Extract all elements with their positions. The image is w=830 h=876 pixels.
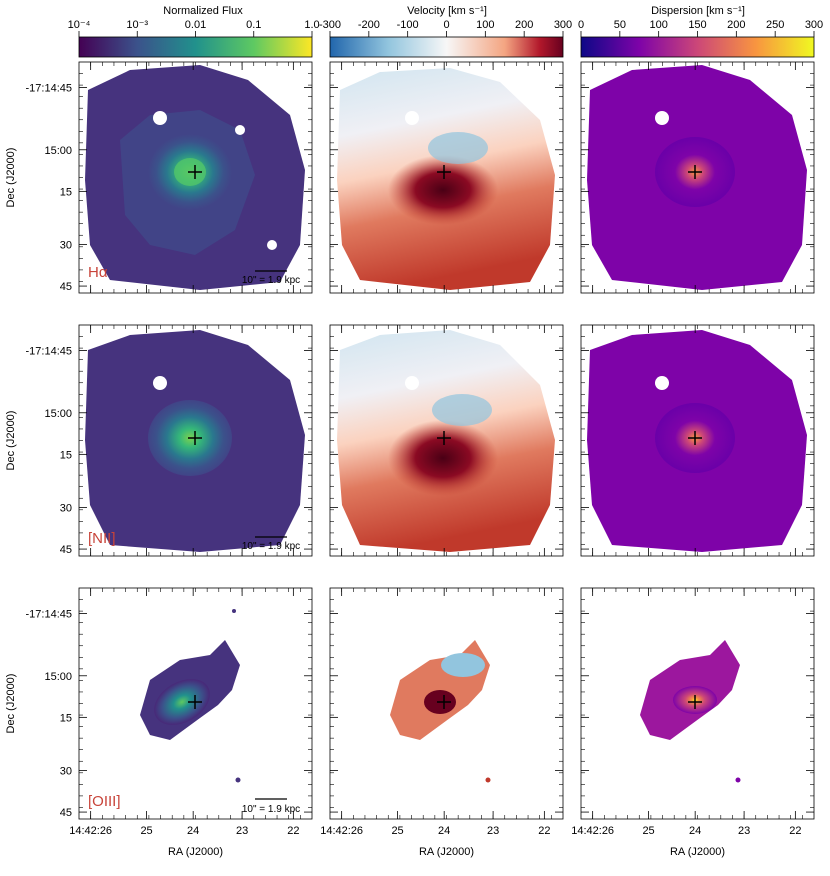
dec-tick-label: -17:14:45 — [26, 82, 72, 94]
colorbar-tick-label: 50 — [614, 19, 626, 31]
ra-axis-label: RA (J2000) — [419, 846, 474, 858]
ra-tick-label: 25 — [391, 825, 403, 837]
colorbar-tick-label: -100 — [397, 19, 419, 31]
panel-oiii-flux: [OIII] 10" = 1.9 kpc — [78, 587, 313, 820]
ra-tick-label: 25 — [642, 825, 654, 837]
colorbar-tick-label: 300 — [554, 19, 572, 31]
scalebar-oiii: 10" = 1.9 kpc — [242, 804, 300, 815]
dec-axis-label: Dec (J2000) — [5, 674, 17, 734]
panel-halpha-velocity — [329, 61, 564, 294]
colorbar-tick-label: 200 — [515, 19, 533, 31]
ra-tick-label: 14:42:26 — [571, 825, 614, 837]
panel-oiii-velocity — [329, 587, 564, 820]
ra-axis-label: RA (J2000) — [670, 846, 725, 858]
colorbar-flux: Normalized Flux 10⁻⁴ 10⁻³ 0.01 0.1 1.0 — [68, 5, 320, 58]
dec-tick-label: -17:14:45 — [26, 608, 72, 620]
ra-tick-label: 22 — [538, 825, 550, 837]
colorbar-flux-title: Normalized Flux — [163, 5, 243, 17]
line-label-nii: [NII] — [88, 530, 116, 547]
scalebar-nii: 10" = 1.9 kpc — [242, 541, 300, 552]
panel-nii-flux: [NII] 10" = 1.9 kpc — [78, 324, 313, 557]
colorbar-tick-label: 10⁻³ — [126, 19, 148, 31]
ra-tick-label: 14:42:26 — [69, 825, 112, 837]
colorbar-tick-label: 300 — [805, 19, 823, 31]
line-label-halpha: Hα — [88, 264, 108, 281]
panel-halpha-flux: Hα 10" = 1.9 kpc — [78, 61, 313, 294]
colorbar-tick-label: -200 — [358, 19, 380, 31]
colorbar-velocity: Velocity [km s⁻¹] -300 -200 -100 0 100 200 300 — [319, 5, 572, 58]
ra-tick-label: 14:42:26 — [320, 825, 363, 837]
dec-tick-label: 30 — [60, 765, 72, 777]
colorbar-tick-label: 1.0 — [304, 19, 319, 31]
colorbar-tick-label: 100 — [649, 19, 667, 31]
dec-tick-label: -17:14:45 — [26, 345, 72, 357]
colorbar-velocity-title: Velocity [km s⁻¹] — [407, 5, 487, 17]
dec-tick-label: 45 — [60, 807, 72, 819]
colorbar-tick-label: 200 — [727, 19, 745, 31]
scalebar-halpha: 10" = 1.9 kpc — [242, 275, 300, 286]
ra-axis-label: RA (J2000) — [168, 846, 223, 858]
ra-tick-label: 23 — [236, 825, 248, 837]
panel-nii-velocity — [329, 324, 564, 557]
panel-oiii-dispersion — [580, 587, 815, 820]
line-label-oiii: [OIII] — [88, 793, 121, 810]
ra-tick-label: 22 — [789, 825, 801, 837]
colorbar-dispersion-title: Dispersion [km s⁻¹] — [651, 5, 745, 17]
colorbar-tick-label: 0.1 — [246, 19, 261, 31]
dec-tick-label: 30 — [60, 502, 72, 514]
dec-tick-label: 15:00 — [44, 671, 72, 683]
dec-tick-label: 45 — [60, 281, 72, 293]
dec-tick-label: 15 — [60, 186, 72, 198]
dec-axis-label: Dec (J2000) — [5, 148, 17, 208]
dec-tick-label: 15 — [60, 712, 72, 724]
ra-tick-label: 22 — [287, 825, 299, 837]
dec-tick-label: 15:00 — [44, 408, 72, 420]
dec-tick-label: 45 — [60, 544, 72, 556]
colorbar-tick-label: 0 — [578, 19, 584, 31]
colorbar-tick-label: 0.01 — [185, 19, 206, 31]
ra-tick-label: 23 — [487, 825, 499, 837]
colorbar-tick-label: 250 — [766, 19, 784, 31]
dec-tick-label: 15:00 — [44, 145, 72, 157]
ra-tick-label: 25 — [140, 825, 152, 837]
ra-tick-label: 24 — [689, 825, 701, 837]
colorbar-tick-label: 100 — [476, 19, 494, 31]
dec-tick-label: 30 — [60, 239, 72, 251]
ra-tick-label: 24 — [438, 825, 450, 837]
colorbar-tick-label: 0 — [443, 19, 449, 31]
dec-tick-label: 15 — [60, 449, 72, 461]
panel-nii-dispersion — [580, 324, 815, 557]
ra-tick-label: 24 — [187, 825, 199, 837]
colorbar-tick-label: -300 — [319, 19, 341, 31]
ra-tick-label: 23 — [738, 825, 750, 837]
colorbar-tick-label: 150 — [688, 19, 706, 31]
colorbar-tick-label: 10⁻⁴ — [68, 19, 91, 31]
dec-axis-label: Dec (J2000) — [5, 411, 17, 471]
panel-halpha-dispersion — [580, 61, 815, 294]
colorbar-dispersion: Dispersion [km s⁻¹] 0 50 100 150 200 250 300 — [578, 5, 823, 58]
